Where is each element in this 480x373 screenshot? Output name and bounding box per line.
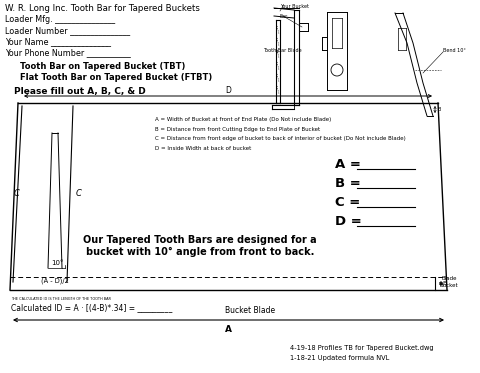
Text: B: B	[437, 107, 440, 112]
Text: C = Distance from front edge of bucket to back of interior of bucket (Do Not inc: C = Distance from front edge of bucket t…	[155, 136, 406, 141]
Text: D = Inside Width at back of bucket: D = Inside Width at back of bucket	[155, 145, 251, 150]
Text: D: D	[225, 86, 231, 95]
Text: B = Distance from front Cutting Edge to End Plate of Bucket: B = Distance from front Cutting Edge to …	[155, 126, 320, 132]
Text: A =: A =	[335, 158, 361, 171]
Text: D =: D =	[335, 215, 362, 228]
Text: Your Phone Number ___________: Your Phone Number ___________	[5, 48, 131, 57]
Text: Your Name _______________: Your Name _______________	[5, 37, 111, 46]
Text: Calculated ID = A · [(4-B)*.34] = _________: Calculated ID = A · [(4-B)*.34] = ______…	[11, 303, 172, 312]
Text: Please fill out A, B, C, & D: Please fill out A, B, C, & D	[14, 87, 146, 96]
Text: 4-19-18 Profiles TB for Tapered Bucket.dwg: 4-19-18 Profiles TB for Tapered Bucket.d…	[290, 345, 433, 351]
Text: B: B	[442, 281, 446, 286]
Text: Blade: Blade	[441, 276, 457, 281]
Text: Your Bucket: Your Bucket	[280, 4, 309, 9]
Text: Loader Number _______________: Loader Number _______________	[5, 26, 130, 35]
Text: bucket with 10° angle from front to back.: bucket with 10° angle from front to back…	[86, 247, 314, 257]
Text: Tooth Bar on Tapered Bucket (TBT): Tooth Bar on Tapered Bucket (TBT)	[20, 62, 185, 71]
Text: B =: B =	[335, 177, 361, 190]
Text: Our Tapered Tooth Bars are designed for a: Our Tapered Tooth Bars are designed for …	[83, 235, 317, 245]
Text: 10°: 10°	[51, 260, 63, 266]
Text: Bucket: Bucket	[440, 283, 458, 288]
Text: W. R. Long Inc. Tooth Bar for Tapered Buckets: W. R. Long Inc. Tooth Bar for Tapered Bu…	[5, 4, 200, 13]
Text: A = Width of Bucket at front of End Plate (Do Not include Blade): A = Width of Bucket at front of End Plat…	[155, 117, 331, 122]
Text: 1-18-21 Updated formula NVL: 1-18-21 Updated formula NVL	[290, 355, 389, 361]
Text: (A - D)/2: (A - D)/2	[41, 278, 69, 285]
Text: A: A	[225, 325, 232, 334]
Text: Loader Mfg. _______________: Loader Mfg. _______________	[5, 15, 115, 24]
Text: C =: C =	[335, 196, 360, 209]
Text: Flat Tooth Bar on Tapered Bucket (FTBT): Flat Tooth Bar on Tapered Bucket (FTBT)	[20, 73, 212, 82]
Text: Bucket Blade: Bucket Blade	[225, 306, 275, 315]
Text: Tooth Bar Blade: Tooth Bar Blade	[263, 48, 301, 53]
Text: THE CALCULATED ID IS THE LENGTH OF THE TOOTH BAR: THE CALCULATED ID IS THE LENGTH OF THE T…	[11, 297, 111, 301]
Text: Bend 10°: Bend 10°	[443, 48, 466, 53]
Text: C: C	[14, 189, 20, 198]
Text: C: C	[76, 189, 82, 198]
Text: Ear: Ear	[280, 14, 288, 19]
